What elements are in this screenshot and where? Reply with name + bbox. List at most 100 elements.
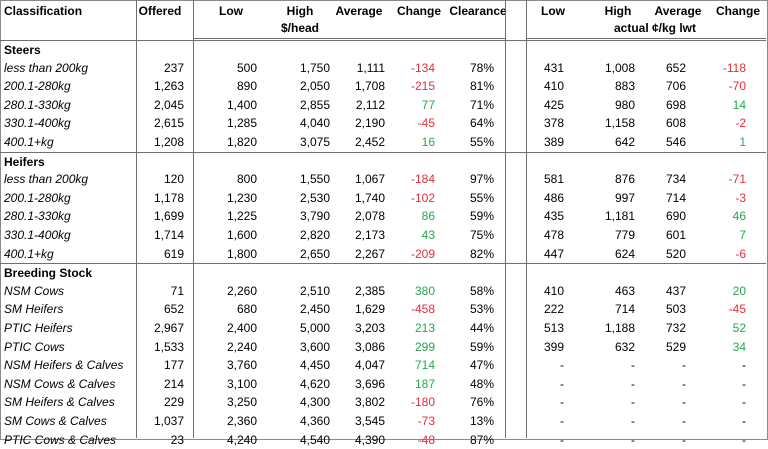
cell-clearance: 55%: [469, 135, 494, 149]
cell-change: -209: [410, 246, 435, 261]
cell-offered: 1,699: [153, 209, 184, 224]
header-high: High: [286, 4, 314, 18]
cell-clearance: 59%: [469, 339, 494, 354]
cell-offered: 1,178: [153, 190, 184, 205]
cell-clearance: 75%: [469, 228, 494, 242]
cell-high: 2,530: [299, 190, 330, 205]
cell-low: 2,240: [226, 339, 257, 354]
cell-change2: 7: [739, 228, 746, 242]
cell-high2: 1,008: [604, 60, 635, 75]
section-divider: [0, 151, 766, 153]
cell-low: 1,800: [226, 246, 257, 261]
cell-average: 2,452: [354, 135, 385, 149]
row-label: NSM Heifers & Calves: [4, 358, 124, 373]
header-low: Low: [219, 4, 243, 18]
cell-change2: -6: [735, 246, 746, 261]
cell-high: 5,000: [299, 321, 330, 335]
cell-offered: 177: [163, 358, 184, 373]
cell-change: 213: [414, 321, 435, 335]
cell-average: 1,111: [356, 60, 385, 75]
cell-change2: -70: [728, 79, 746, 94]
cell-change2: -3: [735, 190, 746, 205]
cell-average2: 601: [665, 228, 686, 242]
cell-low: 680: [236, 302, 257, 317]
cell-average2: 437: [665, 283, 686, 298]
cell-low2: 410: [543, 283, 564, 298]
header-offered: Offered: [138, 4, 182, 18]
cell-change2: 1: [739, 135, 746, 149]
unit-per-head: $/head: [280, 21, 319, 35]
cell-clearance: 47%: [469, 358, 494, 373]
cell-high: 4,620: [299, 376, 330, 391]
cell-low: 1,285: [226, 116, 257, 131]
cell-offered: 1,263: [153, 79, 184, 94]
row-label: PTIC Heifers: [4, 321, 73, 335]
cell-high2: 876: [614, 172, 635, 187]
cell-change2: -71: [728, 172, 746, 187]
cell-clearance: 82%: [469, 246, 494, 261]
row-label: SM Cows & Calves: [4, 414, 107, 428]
cell-change: 187: [414, 376, 435, 391]
cell-clearance: 58%: [469, 283, 494, 298]
section-divider: [0, 40, 766, 41]
cell-change2: -: [742, 358, 746, 373]
cell-high: 2,050: [299, 79, 330, 94]
cell-low: 2,400: [226, 321, 257, 335]
cell-clearance: 44%: [469, 321, 494, 335]
cell-change: 714: [414, 358, 435, 373]
cell-change: -134: [410, 60, 435, 75]
cell-offered: 229: [163, 395, 184, 410]
cell-average2: -: [682, 358, 686, 373]
row-label: 400.1+kg: [4, 135, 54, 149]
cell-change: -184: [410, 172, 435, 187]
cell-average: 2,078: [354, 209, 385, 224]
cell-low2: 425: [543, 97, 564, 112]
cell-low2: 222: [543, 302, 564, 317]
cell-change: -215: [410, 79, 435, 94]
cell-high: 4,360: [299, 414, 330, 428]
cell-high2: -: [631, 376, 635, 391]
cell-average: 1,740: [354, 190, 385, 205]
cell-high: 1,750: [299, 60, 330, 75]
cell-low: 1,400: [226, 97, 257, 112]
cell-change: -102: [410, 190, 435, 205]
row-label: 280.1-330kg: [4, 97, 71, 112]
cell-offered: 214: [163, 376, 184, 391]
divider-after-clearance: [505, 0, 506, 438]
cell-low: 3,760: [226, 358, 257, 373]
cell-change: 299: [414, 339, 435, 354]
cell-high: 2,510: [299, 283, 330, 298]
header-average-kg: Average: [654, 4, 702, 18]
cell-average2: 503: [665, 302, 686, 317]
header-high-kg: High: [604, 4, 632, 18]
cell-average: 1,629: [354, 302, 385, 317]
cell-average2: 520: [665, 246, 686, 261]
cell-high: 1,550: [299, 172, 330, 187]
cell-offered: 652: [163, 302, 184, 317]
cell-offered: 237: [163, 60, 184, 75]
cell-high2: 1,188: [604, 321, 635, 335]
cell-average: 1,708: [354, 79, 385, 94]
cell-average2: 732: [665, 321, 686, 335]
cell-change2: -2: [735, 116, 746, 131]
cell-change2: -: [742, 376, 746, 391]
cell-low2: 389: [543, 135, 564, 149]
cell-high2: 642: [614, 135, 635, 149]
unit-underline-kg: [527, 38, 766, 39]
cell-change2: 46: [732, 209, 746, 224]
cell-offered: 2,967: [153, 321, 184, 335]
cell-change: -45: [417, 116, 435, 131]
cell-change: -458: [410, 302, 435, 317]
cell-low: 890: [236, 79, 257, 94]
cell-low: 1,230: [226, 190, 257, 205]
cell-offered: 1,714: [153, 228, 184, 242]
cell-high2: -: [631, 414, 635, 428]
cell-low: 1,225: [226, 209, 257, 224]
cell-low2: 378: [543, 116, 564, 131]
cell-clearance: 97%: [469, 172, 494, 187]
cell-high: 4,450: [299, 358, 330, 373]
cell-average: 2,112: [355, 97, 385, 112]
row-label: SM Heifers: [4, 302, 64, 317]
cell-clearance: 53%: [469, 302, 494, 317]
cell-low2: 478: [543, 228, 564, 242]
